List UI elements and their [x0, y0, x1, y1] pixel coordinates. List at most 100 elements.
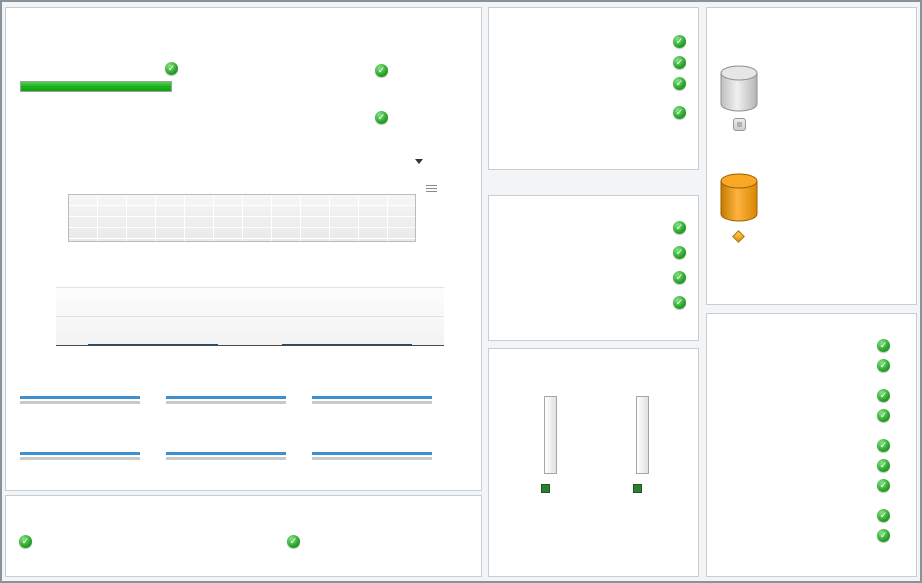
ok-status-icon	[673, 271, 686, 284]
tile-current-bar	[166, 396, 286, 399]
fixed-storage-database-icon	[720, 65, 758, 112]
tile-baseline-bar	[312, 457, 432, 460]
ok-status-icon	[375, 64, 388, 77]
ok-status-icon	[877, 358, 890, 372]
metric-row	[707, 405, 916, 425]
ok-status-icon	[673, 221, 686, 234]
metric-row	[489, 265, 698, 290]
balance-tile-request-time[interactable]	[20, 377, 140, 408]
total-row	[781, 184, 887, 202]
tile-label	[166, 377, 286, 392]
chevron-down-icon	[415, 159, 423, 164]
balance-bar-0	[88, 344, 218, 345]
tile-current-bar	[312, 396, 432, 399]
tile-baseline-bar	[166, 457, 286, 460]
io-group-async	[707, 505, 916, 545]
breakdown-dropdown[interactable]	[410, 159, 423, 164]
total-ram-value	[615, 557, 618, 569]
gridline	[56, 287, 444, 288]
io-group-physical	[707, 385, 916, 425]
balance-bar-1	[282, 344, 412, 345]
metric-row	[707, 505, 916, 525]
metric-row	[707, 525, 916, 545]
balance-tile-physical-reads[interactable]	[166, 377, 286, 408]
ok-status-icon	[877, 408, 890, 422]
availability-bar-fill	[21, 82, 171, 91]
timeline-chart[interactable]	[68, 194, 416, 242]
db2-legend-swatch	[541, 484, 550, 493]
ok-status-icon	[673, 296, 686, 309]
ok-status-icon	[673, 106, 686, 119]
metric-row	[489, 215, 698, 240]
tile-current-bar	[166, 452, 286, 455]
metric-row	[489, 31, 698, 52]
metric-row	[489, 73, 698, 94]
auto-storage-diamond-icon	[732, 230, 745, 243]
memory-gauge	[597, 391, 683, 493]
panel-sessions	[5, 495, 482, 577]
ok-status-icon	[673, 35, 686, 48]
metric-row	[707, 455, 916, 475]
chart-menu-icon[interactable]	[426, 185, 437, 186]
availability-value-row	[20, 62, 178, 75]
tile-baseline-bar	[20, 401, 140, 404]
metric-row	[489, 290, 698, 315]
balance-chart[interactable]	[56, 287, 444, 346]
metric-row	[707, 335, 916, 355]
ok-status-icon	[877, 528, 890, 542]
metric-row	[489, 240, 698, 265]
ok-status-icon	[877, 508, 890, 522]
connected-sessions-value-row	[282, 535, 300, 548]
metric-row	[707, 475, 916, 495]
tile-current-bar	[20, 396, 140, 399]
ok-status-icon	[877, 388, 890, 402]
active-sessions-value-row	[14, 535, 32, 548]
free-row	[781, 202, 887, 220]
ok-status-icon	[877, 438, 890, 452]
tile-label	[312, 377, 432, 392]
ok-status-icon	[877, 338, 890, 352]
io-group-log	[707, 335, 916, 375]
metric-row	[707, 435, 916, 455]
gauge-legend	[597, 484, 683, 493]
avg-request-time-value-row	[254, 111, 388, 124]
ok-status-icon	[673, 77, 686, 90]
balance-tile-transaction-rate[interactable]	[166, 433, 286, 464]
db2-legend-swatch	[633, 484, 642, 493]
balance-tile-cpu-load[interactable]	[20, 433, 140, 464]
auto-storage-stats	[781, 184, 887, 220]
tile-baseline-bar	[166, 401, 286, 404]
availability-value	[157, 63, 160, 75]
metric-row	[707, 385, 916, 405]
ok-status-icon	[673, 56, 686, 69]
ok-status-icon	[165, 62, 178, 75]
ok-status-icon	[19, 535, 32, 548]
balance-tile-storage-capacity[interactable]	[312, 433, 432, 464]
gauge-legend	[505, 484, 591, 493]
response-time-value-row	[254, 64, 388, 77]
tile-label	[20, 433, 140, 448]
tile-current-bar	[312, 452, 432, 455]
cpu-gauge	[505, 391, 591, 493]
panel-process	[488, 195, 699, 341]
panel-storage	[706, 7, 917, 305]
metric-row	[489, 102, 698, 123]
tile-baseline-bar	[20, 457, 140, 460]
panel-resource-utilization	[488, 348, 699, 577]
tile-label	[20, 377, 140, 392]
gauge-column	[635, 396, 649, 474]
ok-status-icon	[375, 111, 388, 124]
fixed-storage-badge-icon	[733, 118, 746, 131]
auto-storage-database-icon	[720, 173, 758, 222]
balance-tile-logical-reads[interactable]	[312, 377, 432, 408]
metric-row	[707, 355, 916, 375]
ok-status-icon	[673, 246, 686, 259]
tile-current-bar	[20, 452, 140, 455]
metric-row	[489, 52, 698, 73]
gauge-column	[543, 396, 557, 474]
io-group-logical-direct	[707, 435, 916, 495]
ok-status-icon	[877, 458, 890, 472]
timeline-series-svg	[69, 195, 415, 241]
ok-status-icon	[287, 535, 300, 548]
